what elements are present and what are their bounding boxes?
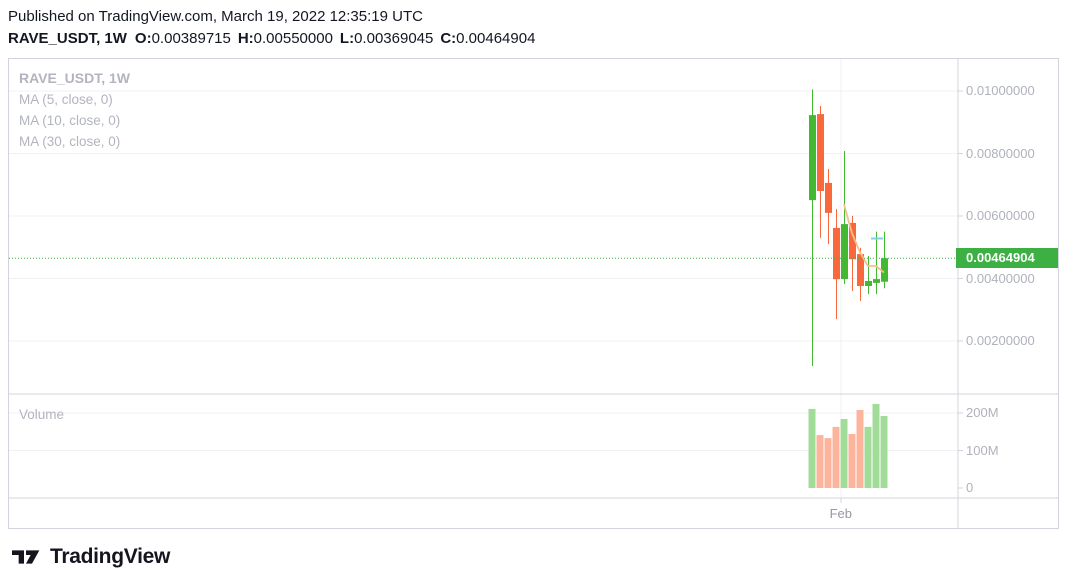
candle-body [841,224,848,280]
volume-bar [872,404,880,488]
legend-ma10: MA (10, close, 0) [19,113,121,128]
candle-body [809,115,816,201]
candle-body [873,279,880,283]
candle-body [881,258,888,282]
volume-axis-label: 200M [966,405,999,420]
symbol-title: RAVE_USDT, 1W [8,30,127,47]
tradingview-logo[interactable]: TradingView [12,543,170,571]
volume-bar [808,408,816,488]
volume-bar [832,426,840,488]
candle-body [817,114,824,191]
price-axis-label: 0.01000000 [966,83,1035,98]
header: Published on TradingView.com, March 19, … [8,6,542,49]
candle-body [825,182,832,213]
time-axis-label: Feb [829,506,852,521]
volume-bar [848,434,856,488]
volume-bar [864,426,872,488]
legend-symbol-title: RAVE_USDT, 1W [19,70,130,86]
published-line: Published on TradingView.com, March 19, … [8,8,423,25]
chart-canvas[interactable] [9,59,1058,528]
legend-ma5: MA (5, close, 0) [19,92,113,107]
candle-body [833,227,840,280]
ma5-line [843,204,885,274]
ohlc-open: O:0.00389715 [134,30,231,47]
last-price-label: 0.00464904 [956,248,1058,269]
ohlc-close: C:0.00464904 [440,30,536,47]
ohlc-high: H:0.00550000 [237,30,333,47]
candle-body [865,281,872,286]
ohlc-low: L:0.00369045 [339,30,434,47]
price-axis-label: 0.00600000 [966,208,1035,223]
tradingview-logo-text: TradingView [50,545,171,568]
chart-widget[interactable]: RAVE_USDT, 1W MA (5, close, 0) MA (10, c… [8,58,1059,529]
volume-axis-label: 100M [966,442,999,458]
volume-axis-label: 0 [966,480,974,495]
price-axis-label: 0.00200000 [966,333,1035,348]
price-axis-label: 0.00800000 [966,145,1035,161]
legend-ma30: MA (30, close, 0) [19,134,121,149]
volume-bar [824,438,832,488]
tradingview-mark-icon [12,550,40,564]
candle-body [857,254,864,286]
chart-legend: RAVE_USDT, 1W MA (5, close, 0) MA (10, c… [19,68,130,152]
symbol-ohlc-line: RAVE_USDT, 1W O:0.00389715 H:0.00550000 L:0… [8,28,542,49]
volume-bar [840,419,848,488]
candle-body [849,222,856,260]
volume-bar [880,416,888,488]
price-axis-label: 0.00400000 [966,270,1035,286]
volume-bar [856,410,864,488]
volume-bar [816,435,824,488]
volume-indicator-label: Volume [19,407,65,422]
